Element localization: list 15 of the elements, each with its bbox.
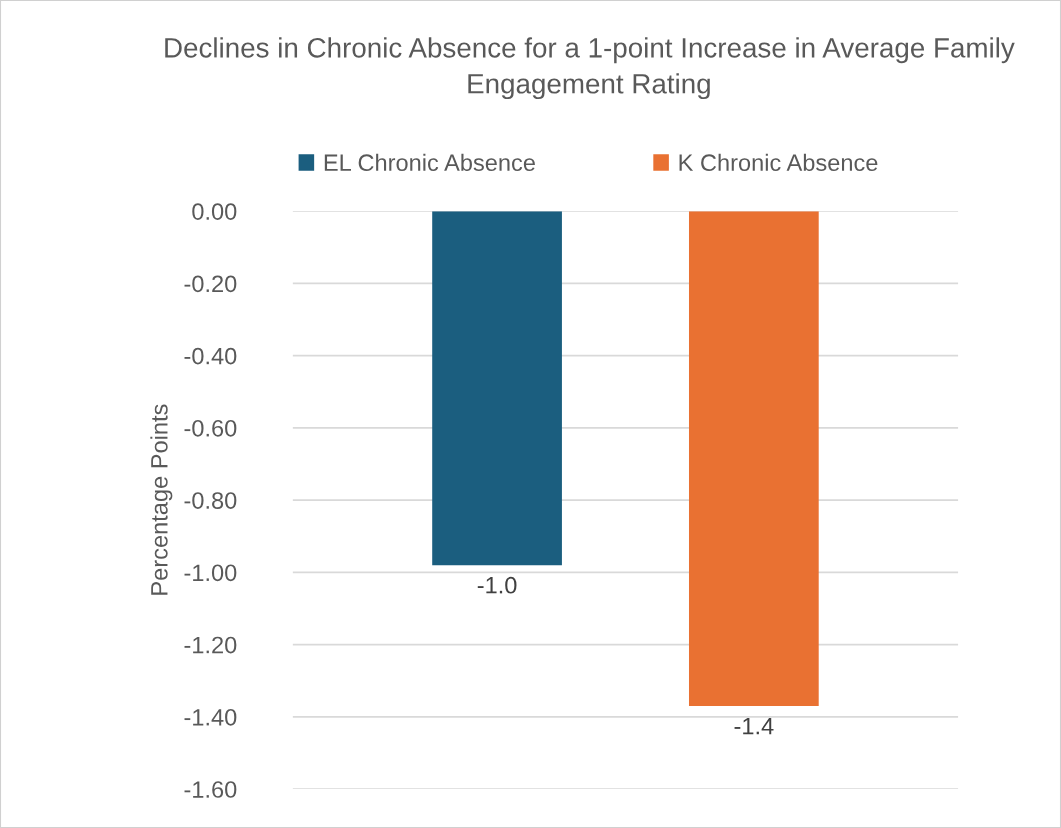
y-tick-label: -0.40 (184, 347, 237, 365)
legend-label: EL Chronic Absence (324, 153, 535, 172)
y-tick-label: -0.20 (184, 275, 237, 293)
y-tick-label: -0.60 (184, 419, 237, 437)
y-tick-label: 0.00 (192, 203, 237, 220)
y-tick-label: -1.20 (184, 636, 237, 654)
y-tick-label: -1.40 (184, 708, 237, 726)
legend-label: K Chronic Absence (679, 153, 878, 172)
y-tick-label: -1.00 (184, 564, 237, 582)
data-label: -1.0 (477, 576, 517, 594)
y-tick-label: -0.80 (184, 492, 237, 509)
chart-title: Declines in Chronic Absence for a 1-point Increase in Average Family Engagement Rating (165, 37, 1015, 100)
y-tick-label: -1.60 (184, 781, 237, 798)
data-label: -1.4 (734, 717, 774, 735)
y-axis-title: Percentage Points (150, 404, 173, 595)
